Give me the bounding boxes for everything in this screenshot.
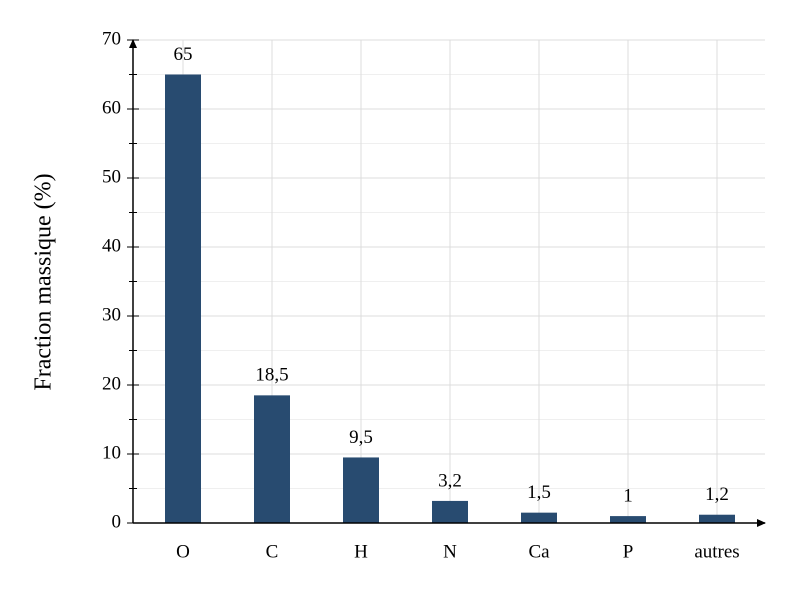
x-tick-label: O <box>176 541 190 562</box>
y-tick-label: 0 <box>112 511 122 532</box>
y-tick-label: 20 <box>102 373 121 394</box>
y-tick-label: 50 <box>102 166 121 187</box>
y-tick-label: 40 <box>102 235 121 256</box>
value-label: 9,5 <box>349 427 373 448</box>
bar <box>432 500 468 523</box>
bar <box>343 457 379 523</box>
value-label: 65 <box>174 44 193 65</box>
value-label: 3,2 <box>438 470 462 491</box>
bar <box>165 74 201 523</box>
y-axis-label: Fraction massique (%) <box>31 173 57 390</box>
bar <box>699 514 735 523</box>
y-tick-label: 10 <box>102 442 121 463</box>
bars <box>165 74 735 523</box>
x-tick-label: Ca <box>528 541 550 562</box>
value-label: 1,2 <box>705 484 729 505</box>
grid <box>133 39 765 524</box>
x-tick-label: C <box>266 541 279 562</box>
x-tick-label: P <box>623 541 634 562</box>
bar <box>521 512 557 523</box>
x-tick-label: N <box>443 541 457 562</box>
value-label: 1 <box>623 485 633 506</box>
x-tick-label: H <box>354 541 368 562</box>
y-tick-label: 70 <box>102 28 121 49</box>
bar <box>254 395 290 523</box>
value-label: 1,5 <box>527 482 551 503</box>
y-tick-label: 30 <box>102 304 121 325</box>
x-tick-label: autres <box>694 541 739 562</box>
bar <box>610 516 646 523</box>
value-label: 18,5 <box>255 365 288 386</box>
y-tick-label: 60 <box>102 97 121 118</box>
